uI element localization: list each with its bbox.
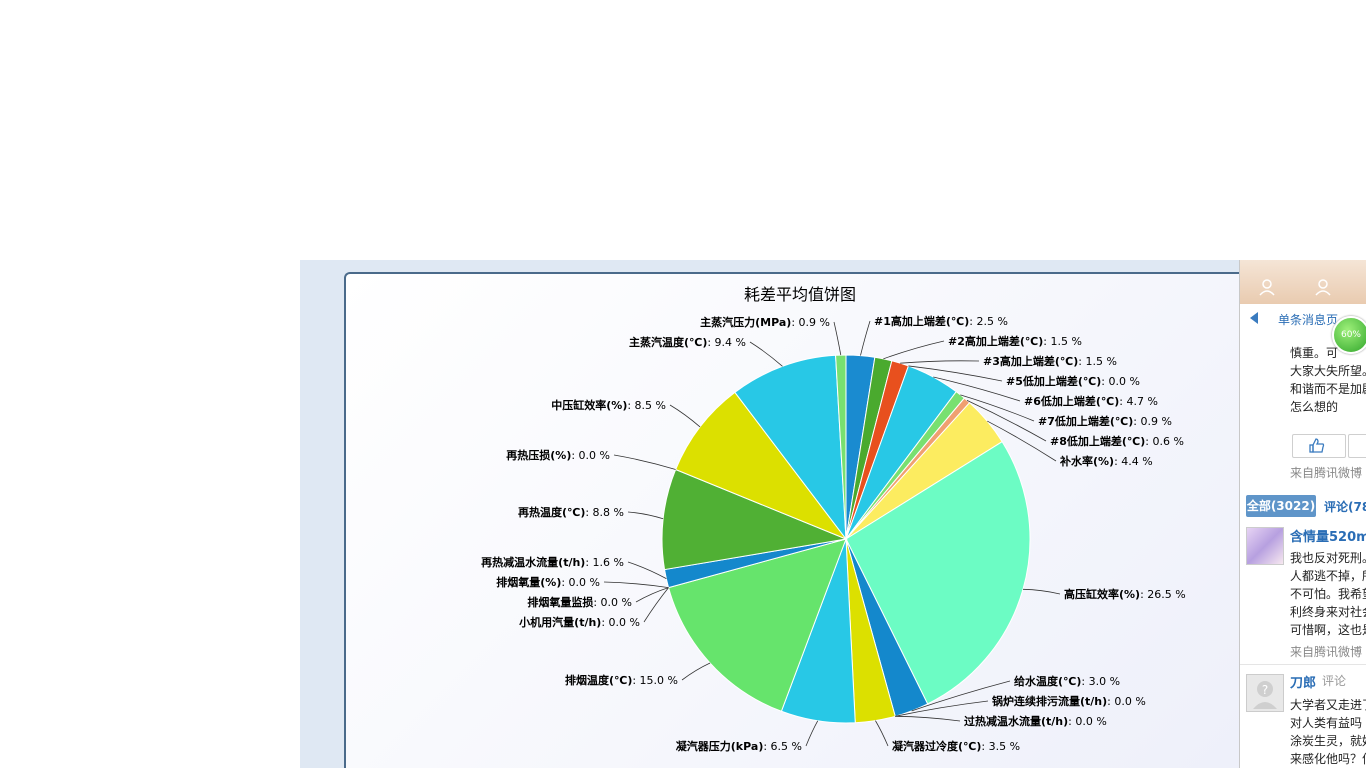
- slice-label: #6低加上端差(℃): 4.7 %: [1024, 394, 1158, 408]
- leader-line: [895, 715, 961, 722]
- slice-label: #5低加上端差(℃): 0.0 %: [1006, 374, 1140, 388]
- slice-label: 小机用汽量(t/h): 0.0 %: [518, 615, 640, 629]
- comment-line: 对人类有益吗: [1290, 716, 1363, 730]
- chart-title: 耗差平均值饼图: [744, 285, 856, 304]
- slice-label: 中压缸效率(%): 8.5 %: [551, 398, 666, 412]
- source-text: 来自腾讯微博: [1290, 466, 1363, 480]
- message-line: 慎重。可: [1290, 346, 1339, 360]
- comment-username[interactable]: 含情量520ml: [1290, 530, 1366, 545]
- avatar[interactable]: ?: [1246, 674, 1284, 712]
- comment-line: 人都逃不掉，所: [1290, 569, 1366, 583]
- slice-label: 凝汽器压力(kPa): 6.5 %: [676, 739, 802, 753]
- comment-username[interactable]: 刀郎: [1290, 676, 1317, 691]
- comment-line: 大学者又走进了: [1290, 698, 1366, 712]
- pie-slice[interactable]: [661, 468, 848, 571]
- comment-line: 不可怕。我希望: [1290, 587, 1366, 601]
- pie-slice[interactable]: [845, 441, 1031, 705]
- side-header: [1240, 260, 1366, 304]
- source-text: 来自腾讯微博: [1290, 645, 1363, 659]
- leader-line: [603, 581, 669, 589]
- leader-line: [805, 720, 819, 747]
- slice-label: #1高加上端差(℃): 2.5 %: [874, 314, 1008, 328]
- leader-line: [883, 340, 945, 360]
- pie-chart: 耗差平均值饼图 #1高加上端差(℃): 2.5 % #2高加上端差(℃): 1.5…: [481, 285, 1186, 753]
- pie-slice[interactable]: [835, 354, 847, 540]
- divider: [1240, 664, 1366, 665]
- progress-badge: 60%: [1332, 316, 1366, 354]
- slice-label: #3高加上端差(℃): 1.5 %: [983, 354, 1117, 368]
- slice-label: 排烟氧量(%): 0.0 %: [496, 575, 600, 589]
- slice-label: 高压缸效率(%): 26.5 %: [1064, 587, 1186, 601]
- default-avatar-icon: ?: [1253, 681, 1277, 709]
- slice-label: 排烟温度(℃): 15.0 %: [565, 673, 678, 687]
- slice-label: 再热压损(%): 0.0 %: [506, 448, 610, 462]
- slice-label: #8低加上端差(℃): 0.6 %: [1050, 434, 1184, 448]
- nav-title: 单条消息页: [1278, 313, 1339, 327]
- leader-line: [960, 394, 1035, 422]
- message-line: 怎么想的: [1290, 400, 1339, 414]
- slice-label: 主蒸汽温度(℃): 9.4 %: [629, 335, 746, 349]
- comment-line: 可惜啊，这也是: [1290, 623, 1366, 637]
- comment-line: 利终身来对社会: [1290, 605, 1366, 619]
- comment-line: 来感化他吗？何: [1290, 752, 1366, 766]
- leader-line: [749, 341, 783, 367]
- slice-label: 排烟氧量监损: 0.0 %: [527, 595, 632, 609]
- slice-label: #2高加上端差(℃): 1.5 %: [948, 334, 1082, 348]
- leader-line: [966, 400, 1047, 442]
- tab-all[interactable]: 全部(3022): [1246, 495, 1316, 517]
- leader-line: [681, 662, 711, 681]
- leader-line: [875, 720, 889, 747]
- message-line: 和谐而不是加剧: [1290, 382, 1366, 396]
- comment-line: 涂炭生灵，就好: [1290, 734, 1366, 748]
- leader-line: [933, 376, 1021, 402]
- avatar[interactable]: [1246, 527, 1284, 565]
- pie-slice[interactable]: [674, 391, 848, 541]
- friends-icon[interactable]: [1314, 278, 1332, 296]
- leader-line: [613, 454, 676, 470]
- leader-line: [627, 511, 664, 520]
- slice-label: 过热减温水流量(t/h): 0.0 %: [964, 714, 1107, 728]
- comment-action: 评论: [1322, 674, 1347, 688]
- pie-slice[interactable]: [734, 354, 847, 541]
- slice-label: 再热温度(℃): 8.8 %: [518, 505, 624, 519]
- slice-label: 再热减温水流量(t/h): 1.6 %: [481, 555, 624, 569]
- slice-label: 锅炉连续排污流量(t/h): 0.0 %: [992, 694, 1146, 708]
- message-line: 大家大失所望。: [1290, 364, 1366, 378]
- leader-line: [1022, 588, 1061, 595]
- pie-chart-panel: 耗差平均值饼图 #1高加上端差(℃): 2.5 % #2高加上端差(℃): 1.5…: [344, 272, 1240, 768]
- share-button[interactable]: [1348, 434, 1366, 458]
- back-arrow-icon[interactable]: [1250, 312, 1258, 324]
- leader-line: [833, 321, 842, 356]
- slice-label: #7低加上端差(℃): 0.9 %: [1038, 414, 1172, 428]
- leader-line: [627, 561, 667, 580]
- slice-label: 补水率(%): 4.4 %: [1059, 454, 1153, 468]
- slice-label: 给水温度(℃): 3.0 %: [1014, 674, 1120, 688]
- leader-line: [900, 360, 980, 364]
- slice-label: 凝汽器过冷度(℃): 3.5 %: [892, 739, 1020, 753]
- slice-label: 主蒸汽压力(MPa): 0.9 %: [700, 315, 830, 329]
- tab-comments[interactable]: 评论(78: [1324, 500, 1366, 514]
- leader-line: [860, 320, 871, 356]
- comment-line: 我也反对死刑。: [1290, 551, 1366, 565]
- like-button[interactable]: [1292, 434, 1346, 458]
- weibo-side-panel: 单条消息页 60% 慎重。可 大家大失所望。 和谐而不是加剧 怎么想的 来自腾讯…: [1239, 260, 1366, 768]
- leader-line: [635, 587, 669, 603]
- leader-line: [987, 420, 1057, 462]
- leader-line: [911, 680, 1011, 712]
- svg-text:?: ?: [1262, 683, 1268, 697]
- user-icon[interactable]: [1258, 278, 1276, 296]
- thumbs-up-icon: [1309, 438, 1325, 453]
- leader-line: [908, 365, 1003, 382]
- leader-line: [643, 587, 669, 623]
- leader-line: [669, 404, 701, 428]
- leader-line: [895, 700, 989, 717]
